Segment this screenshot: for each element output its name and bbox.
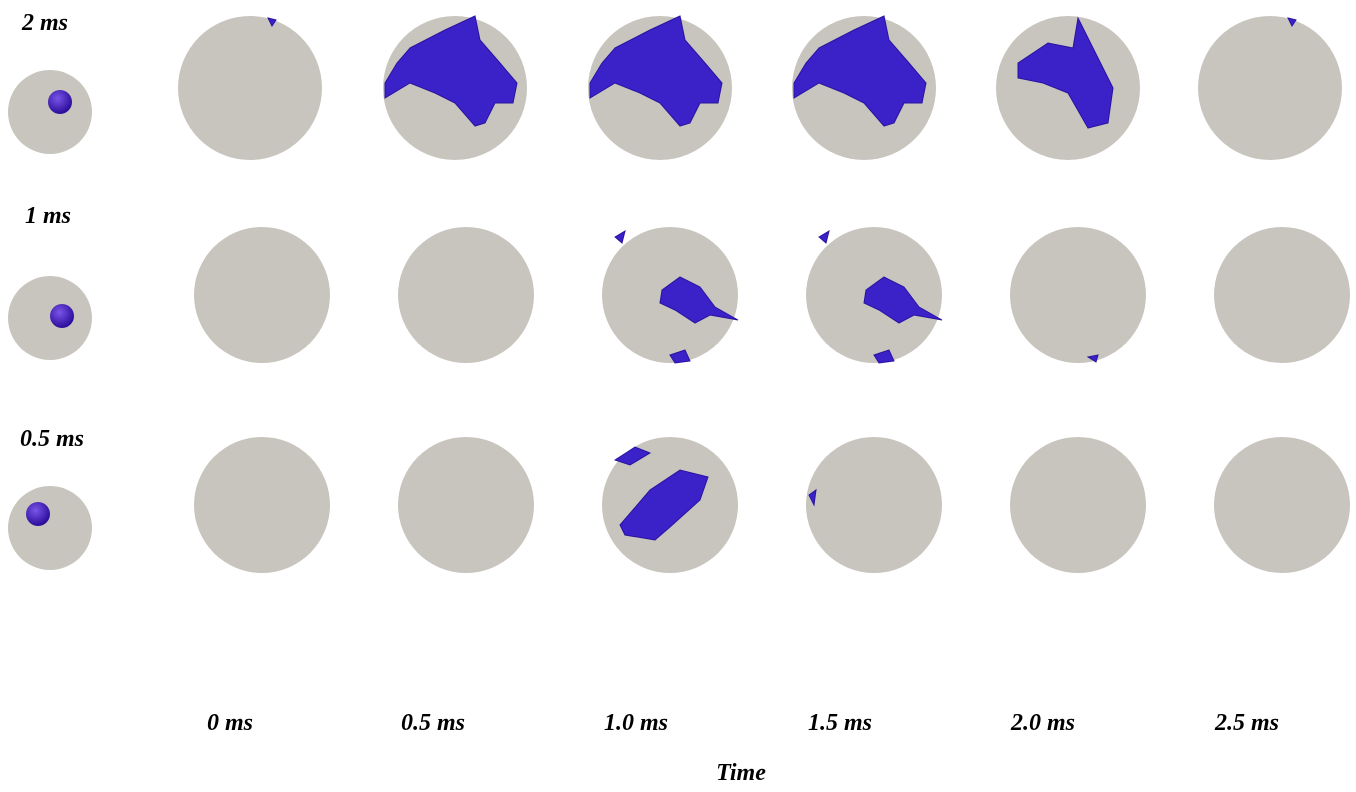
droplet (48, 90, 72, 114)
column-label: 0 ms (207, 710, 253, 736)
image-grid (8, 16, 1350, 573)
column-label: 1.0 ms (604, 710, 668, 736)
domain-disk (1214, 227, 1350, 363)
row-label: 2 ms (21, 10, 68, 36)
axis-label: Time (716, 760, 766, 786)
column-label: 2.5 ms (1214, 710, 1279, 736)
domain-disk (1010, 437, 1146, 573)
row-label: 1 ms (25, 203, 71, 229)
domain-disk (194, 227, 330, 363)
domain-disk (398, 227, 534, 363)
droplet (50, 304, 74, 328)
domain-disk (194, 437, 330, 573)
fluid-region (615, 231, 625, 243)
domain-disk (8, 486, 92, 570)
column-label: 2.0 ms (1010, 710, 1075, 736)
column-label: 0.5 ms (401, 710, 465, 736)
domain-disk (806, 437, 942, 573)
fluid-region (819, 231, 829, 243)
page: 2 ms 1 ms 0.5 ms Time 0 ms 0.5 ms 1.0 ms 1.… (0, 0, 1356, 792)
domain-disk (8, 276, 92, 360)
domain-disk (8, 70, 92, 154)
row-label: 0.5 ms (20, 426, 84, 452)
domain-disk (1010, 227, 1146, 363)
droplet (26, 502, 50, 526)
domain-disk (1198, 16, 1342, 160)
domain-disk (398, 437, 534, 573)
domain-disk (178, 16, 322, 160)
figure: 2 ms 1 ms 0.5 ms Time 0 ms 0.5 ms 1.0 ms 1.… (0, 0, 1356, 787)
column-label: 1.5 ms (808, 710, 872, 736)
domain-disk (1214, 437, 1350, 573)
